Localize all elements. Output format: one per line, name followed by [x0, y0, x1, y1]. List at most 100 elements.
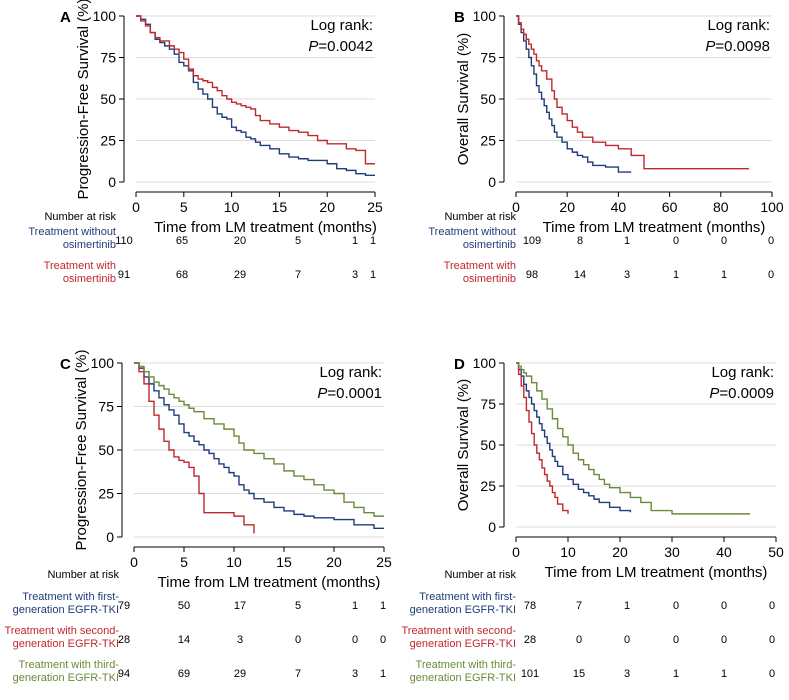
risk-group-label: Treatment with third- [19, 659, 120, 671]
at-risk-count: 50 [178, 600, 190, 612]
x-tick-label: 60 [662, 199, 678, 215]
at-risk-count: 98 [526, 269, 538, 281]
km-curve-green [134, 362, 384, 517]
risk-group-label: generation EGFR-TKI [13, 604, 119, 616]
x-tick-label: 80 [713, 199, 729, 215]
x-tick-label: 15 [272, 199, 288, 215]
y-tick-label: 25 [100, 133, 116, 149]
at-risk-count: 1 [370, 269, 376, 281]
at-risk-count: 28 [118, 634, 130, 646]
at-risk-count: 1 [370, 235, 376, 247]
y-tick-label: 0 [488, 519, 496, 535]
at-risk-count: 0 [768, 235, 774, 247]
y-tick-label: 75 [98, 399, 114, 415]
at-risk-count: 3 [352, 668, 358, 680]
risk-group-label: generation EGFR-TKI [410, 672, 516, 684]
risk-group-label: Treatment with third- [416, 659, 517, 671]
x-tick-label: 40 [611, 199, 627, 215]
y-tick-label: 25 [98, 486, 114, 502]
p-symbol: P [308, 38, 318, 55]
km-panel-a: A 0 25 50 75 100 0 5 10 15 20 25 Progression-Free Su… [0, 0, 394, 305]
x-tick-label: 20 [559, 199, 575, 215]
y-axis-label: Overall Survival (%) [455, 33, 472, 166]
at-risk-count: 0 [768, 269, 774, 281]
x-tick-label: 20 [319, 199, 335, 215]
km-curve-green [516, 362, 750, 515]
at-risk-count: 0 [576, 634, 582, 646]
logrank-label: Log rank: [707, 17, 770, 34]
at-risk-count: 29 [234, 668, 246, 680]
at-risk-count: 5 [295, 600, 301, 612]
at-risk-count: 68 [176, 269, 188, 281]
risk-group-label: osimertinib [63, 239, 116, 251]
risk-group-label: Treatment with second- [4, 625, 119, 637]
x-tick-label: 20 [326, 554, 342, 570]
at-risk-count: 28 [524, 634, 536, 646]
km-curve-blue [134, 362, 384, 529]
logrank-p-value: P=0.0042 [308, 38, 373, 55]
x-axis-label: Time from LM treatment (months) [154, 219, 377, 236]
risk-group-label: Treatment with second- [401, 625, 516, 637]
p-symbol: P [317, 385, 327, 402]
at-risk-count: 1 [624, 600, 630, 612]
at-risk-count: 1 [721, 269, 727, 281]
p-number: =0.0001 [327, 385, 382, 402]
risk-group-label: Treatment with [444, 260, 516, 272]
number-at-risk-label: Number at risk [444, 211, 516, 223]
at-risk-count: 20 [234, 235, 246, 247]
risk-group-label: generation EGFR-TKI [13, 672, 119, 684]
x-tick-label: 0 [512, 199, 520, 215]
panel-label: C [60, 356, 71, 373]
y-tick-label: 75 [100, 50, 116, 66]
at-risk-count: 7 [295, 269, 301, 281]
y-tick-label: 100 [93, 8, 117, 24]
at-risk-count: 0 [721, 600, 727, 612]
number-at-risk-label: Number at risk [444, 569, 516, 581]
risk-group-label: generation EGFR-TKI [410, 604, 516, 616]
risk-group-label: Treatment with first- [419, 591, 516, 603]
panel-label: A [60, 9, 71, 26]
at-risk-count: 101 [521, 668, 539, 680]
at-risk-count: 0 [673, 600, 679, 612]
number-at-risk-label: Number at risk [44, 211, 116, 223]
at-risk-count: 109 [523, 235, 541, 247]
y-tick-label: 50 [98, 442, 114, 458]
logrank-label: Log rank: [711, 364, 774, 381]
km-panel-b: B 0 25 50 75 100 0 20 40 60 80 100 Overall Survival … [394, 0, 789, 305]
x-axis-label: Time from LM treatment (months) [158, 574, 381, 591]
logrank-p-value: P=0.0009 [709, 385, 774, 402]
at-risk-count: 1 [673, 668, 679, 680]
at-risk-count: 0 [295, 634, 301, 646]
km-curve-blue [516, 15, 632, 173]
x-axis-label: Time from LM treatment (months) [543, 219, 766, 236]
at-risk-count: 1 [721, 668, 727, 680]
y-tick-label: 50 [480, 91, 496, 107]
at-risk-count: 1 [624, 235, 630, 247]
at-risk-count: 0 [624, 634, 630, 646]
x-tick-label: 10 [224, 199, 240, 215]
x-tick-label: 5 [180, 199, 188, 215]
at-risk-count: 65 [176, 235, 188, 247]
p-symbol: P [705, 38, 715, 55]
at-risk-count: 1 [380, 668, 386, 680]
at-risk-count: 1 [352, 600, 358, 612]
x-tick-label: 5 [180, 554, 188, 570]
at-risk-count: 69 [178, 668, 190, 680]
at-risk-count: 0 [673, 634, 679, 646]
y-tick-label: 75 [480, 396, 496, 412]
logrank-p-value: P=0.0001 [317, 385, 382, 402]
number-at-risk-label: Number at risk [47, 569, 119, 581]
y-tick-label: 100 [91, 355, 115, 371]
at-risk-count: 1 [380, 600, 386, 612]
y-tick-label: 75 [480, 50, 496, 66]
y-tick-label: 25 [480, 478, 496, 494]
logrank-p-value: P=0.0098 [705, 38, 770, 55]
y-tick-label: 100 [473, 8, 497, 24]
p-number: =0.0009 [719, 385, 774, 402]
x-tick-label: 30 [664, 544, 680, 560]
at-risk-count: 8 [577, 235, 583, 247]
at-risk-count: 0 [673, 235, 679, 247]
x-axis-label: Time from LM treatment (months) [545, 564, 768, 581]
